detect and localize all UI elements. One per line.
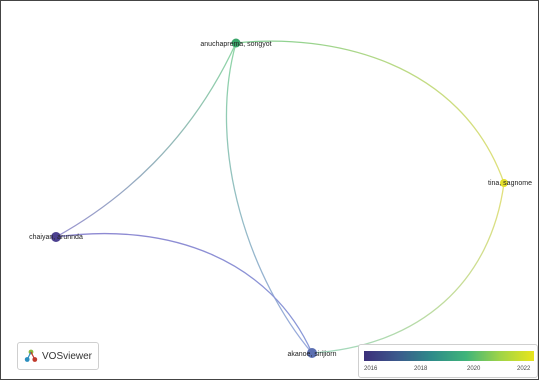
color-scale-legend: 2016 2018 2020 2022 — [358, 344, 538, 378]
vosviewer-logo-icon — [24, 349, 38, 362]
node-label-anuchaprema[interactable]: anuchaprema, songyot — [200, 41, 271, 48]
color-scale-bar — [364, 351, 534, 361]
scale-tick-2020: 2020 — [467, 366, 481, 372]
vosviewer-name: VOSviewer — [42, 350, 93, 362]
node-label-chaiyan[interactable]: chaiyan, arunnda — [29, 234, 83, 241]
node-label-tina[interactable]: tina, sagnome — [488, 180, 532, 187]
scale-tick-2016: 2016 — [364, 366, 378, 372]
edge-chaiyan-akanoe — [55, 232, 313, 354]
edge-anuchaprema-tina — [235, 40, 505, 184]
scale-tick-2022: 2022 — [517, 366, 531, 372]
node-anuchaprema[interactable] — [231, 38, 241, 48]
node-tina[interactable] — [500, 179, 508, 187]
node-akanoe[interactable] — [307, 348, 317, 358]
node-label-akanoe[interactable]: akanoe, sirijiorn — [287, 351, 336, 358]
scale-tick-2018: 2018 — [414, 366, 428, 372]
edge-anuchaprema-akanoe — [225, 42, 313, 354]
edge-anuchaprema-chaiyan — [55, 42, 237, 238]
edge-tina-akanoe — [311, 182, 505, 354]
vosviewer-logo[interactable]: VOSviewer — [17, 342, 99, 370]
node-chaiyan[interactable] — [51, 232, 61, 242]
